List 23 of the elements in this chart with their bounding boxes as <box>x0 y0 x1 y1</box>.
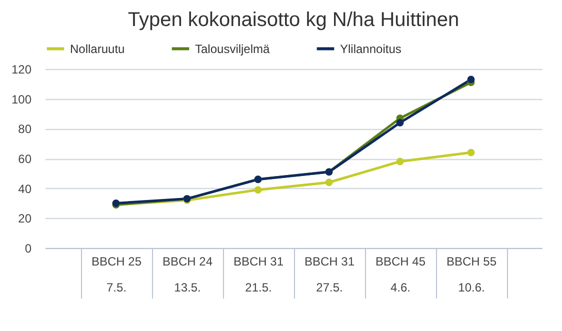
x-tick-label: BBCH 25 7.5. <box>91 254 142 294</box>
y-tick-label: 100 <box>11 92 32 106</box>
point <box>467 76 475 84</box>
point <box>467 148 475 156</box>
y-tick-label: 40 <box>18 182 32 196</box>
point <box>254 186 262 194</box>
x-tick-label: BBCH 45 4.6. <box>375 254 426 294</box>
y-tick-label: 0 <box>24 242 32 256</box>
legend-label: Nollaruutu <box>70 42 125 56</box>
chart-title: Typen kokonaisotto kg N/ha Huittinen <box>128 9 460 31</box>
x-tick-label: BBCH 24 13.5. <box>162 254 213 294</box>
legend-label: Ylilannoitus <box>340 42 402 56</box>
point <box>325 178 333 186</box>
y-tick-label: 20 <box>18 212 32 226</box>
x-tick-label: BBCH 55 10.6. <box>446 254 497 294</box>
y-tick-label: 120 <box>11 62 32 76</box>
legend-label: Talousviljelmä <box>195 42 270 56</box>
point <box>396 158 404 166</box>
y-tick-label: 60 <box>18 152 32 166</box>
x-tick-label: BBCH 31 21.5. <box>233 254 284 294</box>
y-tick-label: 80 <box>18 122 32 136</box>
point <box>396 119 404 126</box>
x-tick-label: BBCH 31 27.5. <box>304 254 355 294</box>
